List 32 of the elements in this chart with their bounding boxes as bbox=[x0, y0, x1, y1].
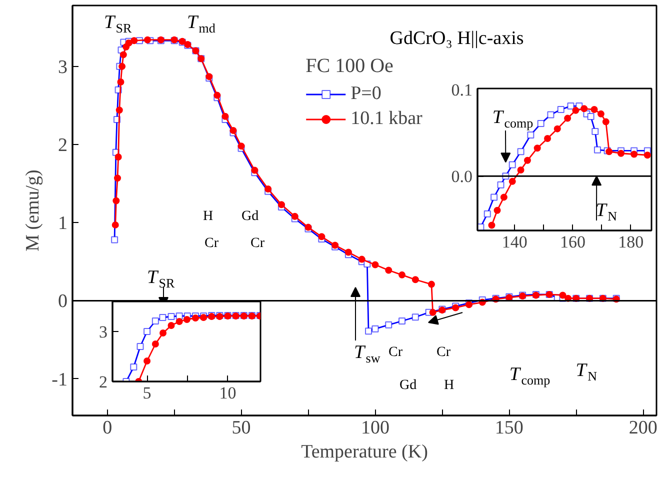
y-axis-title: M (emu/g) bbox=[22, 170, 44, 252]
x-axis-title: Temperature (K) bbox=[301, 442, 428, 462]
annotation: Cr bbox=[388, 345, 403, 360]
x-tick-label: 5 bbox=[142, 384, 152, 402]
y-tick-label: -1 bbox=[52, 369, 68, 390]
y-tick-label: 3 bbox=[58, 56, 68, 78]
annotation: Cr bbox=[250, 236, 265, 251]
x-tick-label: 150 bbox=[494, 418, 524, 438]
y-tick-label: 0 bbox=[58, 291, 68, 312]
y-tick-label: 2 bbox=[99, 372, 108, 392]
x-tick-label: 100 bbox=[360, 418, 390, 438]
x-tick-label: 180 bbox=[618, 232, 644, 252]
y-tick-label: 1 bbox=[58, 213, 68, 234]
x-tick-label: 160 bbox=[560, 232, 586, 252]
legend-title: FC 100 Oe bbox=[306, 55, 394, 78]
legend-label: P=0 bbox=[350, 83, 382, 105]
y-tick-label: 2 bbox=[58, 135, 68, 156]
annotation: GdCrO₃ H||c-axis bbox=[390, 28, 524, 49]
x-tick-label: 10 bbox=[219, 384, 236, 402]
x-tick-label: 140 bbox=[502, 232, 528, 252]
annotation: Cr bbox=[204, 236, 219, 251]
y-tick-label: 0.0 bbox=[451, 167, 472, 186]
y-tick-label: 3 bbox=[99, 322, 108, 342]
y-tick-label: 0.1 bbox=[451, 80, 472, 100]
annotation: H bbox=[203, 209, 214, 224]
x-tick-label: 50 bbox=[232, 418, 251, 438]
annotation: Gd bbox=[400, 378, 417, 393]
x-tick-label: 200 bbox=[628, 418, 658, 438]
annotation: Gd bbox=[242, 209, 259, 224]
legend-label: 10.1 kbar bbox=[350, 108, 422, 130]
annotation: H bbox=[444, 378, 454, 393]
annotation: Cr bbox=[436, 345, 451, 360]
